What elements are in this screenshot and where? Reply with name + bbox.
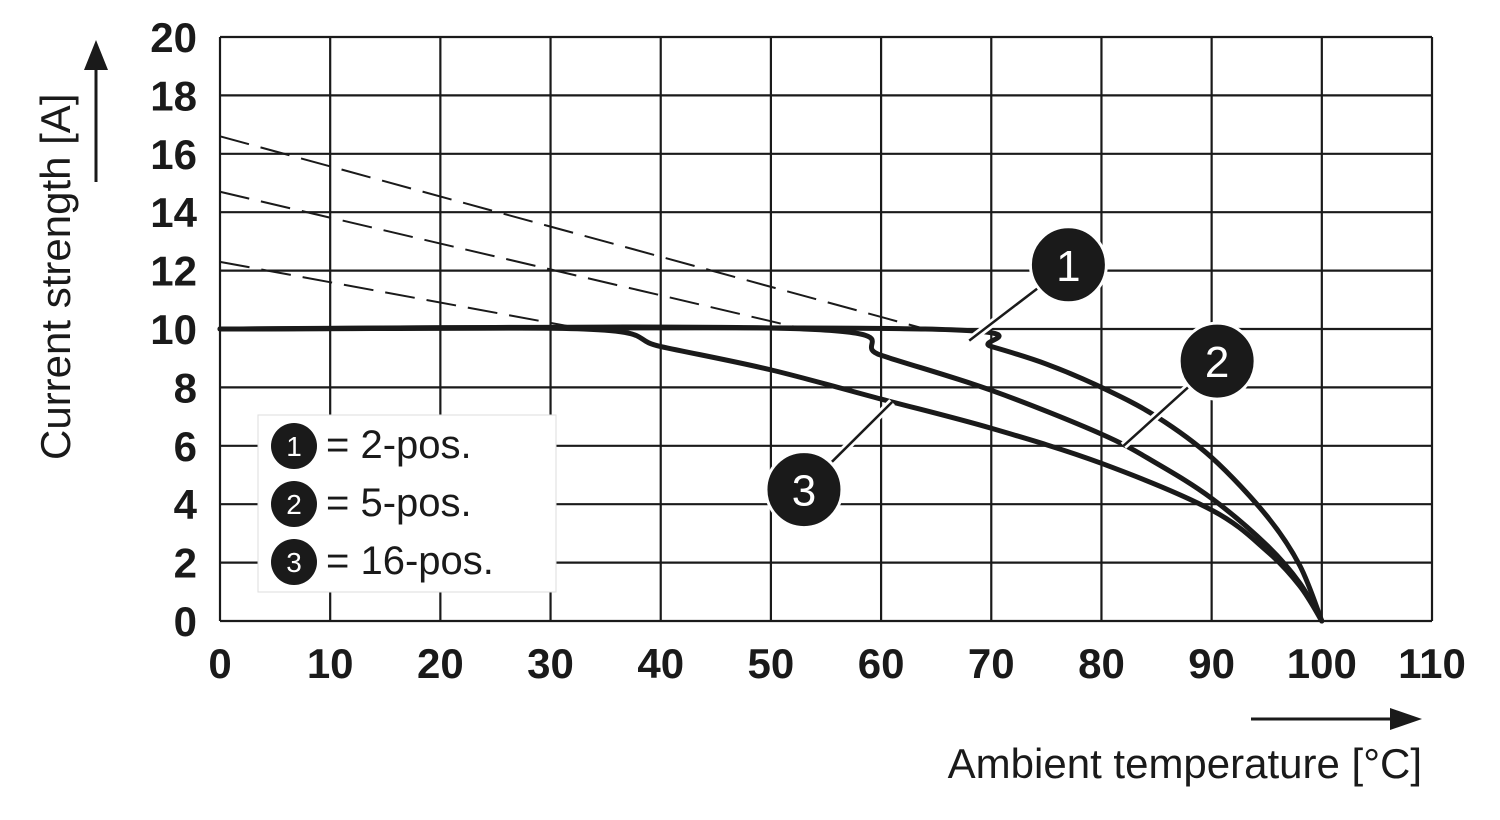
legend-item-1: 1 = 2-pos. — [271, 423, 472, 469]
x-tick-label: 30 — [527, 640, 574, 687]
legend-label-3: = 16-pos. — [326, 539, 494, 583]
x-tick-label: 10 — [307, 640, 354, 687]
y-axis-label: Current strength [A] — [32, 94, 79, 461]
legend-marker-2 — [271, 481, 317, 527]
legend-marker-1 — [271, 423, 317, 469]
callout-2-bubble — [1177, 321, 1257, 401]
callout-3: 3 — [764, 399, 895, 530]
x-axis-title: Ambient temperature [°C] — [948, 708, 1422, 787]
callout-2-leader — [1122, 385, 1190, 447]
callout-3-bubble — [764, 450, 844, 530]
dashed-extensions — [219, 135, 926, 330]
y-tick-label: 2 — [174, 540, 197, 587]
legend-marker-1-label: 1 — [286, 431, 302, 462]
y-tick-label: 20 — [150, 14, 197, 61]
curves — [217, 324, 1325, 624]
y-tick-label: 8 — [174, 364, 197, 411]
series-2-curve — [217, 324, 1325, 624]
x-tick-label: 0 — [208, 640, 231, 687]
x-tick-label: 60 — [858, 640, 905, 687]
callout-2-label: 2 — [1205, 338, 1229, 387]
legend-marker-3 — [271, 539, 317, 585]
legend-label-2: = 5-pos. — [326, 481, 472, 525]
x-tick-label: 110 — [1398, 640, 1466, 687]
callout-3-leader — [830, 401, 893, 464]
y-tick-label: 6 — [174, 423, 197, 470]
y-tick-label: 0 — [174, 598, 197, 645]
legend-item-2: 2 = 5-pos. — [271, 481, 472, 527]
callout-3-label: 3 — [792, 467, 816, 516]
y-axis-title: Current strength [A] — [32, 40, 108, 460]
x-tick-label: 50 — [748, 640, 795, 687]
x-tick-labels: 0 10 20 30 40 50 60 70 80 90 100 110 — [208, 640, 1466, 687]
callouts: 1 2 3 — [764, 225, 1257, 530]
x-tick-label: 90 — [1188, 640, 1235, 687]
x-axis-arrow-head — [1390, 708, 1422, 730]
y-tick-label: 4 — [174, 481, 198, 528]
x-axis-label: Ambient temperature [°C] — [948, 740, 1422, 787]
y-tick-labels: 0 2 4 6 8 10 12 14 16 18 20 — [150, 14, 197, 645]
series-2-dashed-extension — [219, 190, 805, 330]
x-tick-label: 40 — [637, 640, 684, 687]
x-tick-label: 20 — [417, 640, 464, 687]
series-3-dashed-extension — [219, 260, 584, 330]
legend-marker-2-label: 2 — [286, 489, 302, 520]
callout-1: 1 — [966, 225, 1108, 344]
x-tick-label: 70 — [968, 640, 1015, 687]
legend-marker-3-label: 3 — [286, 547, 302, 578]
x-tick-label: 100 — [1287, 640, 1357, 687]
series-3-curve — [217, 325, 1325, 624]
y-axis-arrow-head — [84, 40, 108, 70]
callout-1-label: 1 — [1056, 242, 1080, 291]
callout-2: 2 — [1120, 321, 1257, 449]
legend-item-3: 3 = 16-pos. — [271, 539, 494, 585]
callout-1-leader — [968, 286, 1039, 342]
series-1-dashed-extension — [219, 135, 926, 330]
y-tick-label: 14 — [150, 189, 197, 236]
legend: 1 = 2-pos. 2 = 5-pos. 3 = 16-pos. — [257, 414, 557, 593]
y-tick-label: 12 — [150, 248, 197, 295]
y-tick-label: 10 — [150, 306, 197, 353]
legend-label-1: = 2-pos. — [326, 423, 472, 467]
callout-1-bubble — [1028, 225, 1108, 305]
x-tick-label: 80 — [1078, 640, 1125, 687]
y-tick-label: 18 — [150, 72, 197, 119]
y-tick-label: 16 — [150, 131, 197, 178]
